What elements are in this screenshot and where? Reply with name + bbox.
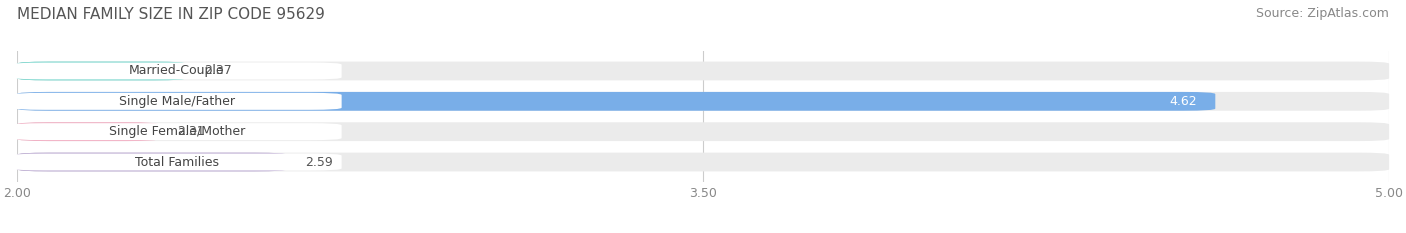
FancyBboxPatch shape [17,153,287,171]
FancyBboxPatch shape [17,122,1389,141]
Text: MEDIAN FAMILY SIZE IN ZIP CODE 95629: MEDIAN FAMILY SIZE IN ZIP CODE 95629 [17,7,325,22]
Text: 2.37: 2.37 [204,65,232,78]
FancyBboxPatch shape [17,62,186,80]
FancyBboxPatch shape [13,154,342,171]
FancyBboxPatch shape [13,62,342,79]
FancyBboxPatch shape [17,153,1389,171]
FancyBboxPatch shape [13,123,342,140]
FancyBboxPatch shape [17,122,159,141]
Text: 2.31: 2.31 [177,125,205,138]
Text: 2.59: 2.59 [305,155,333,168]
Text: Single Female/Mother: Single Female/Mother [108,125,245,138]
FancyBboxPatch shape [17,92,1389,111]
Text: Total Families: Total Families [135,155,219,168]
Text: Single Male/Father: Single Male/Father [120,95,235,108]
Text: 4.62: 4.62 [1170,95,1197,108]
Text: Source: ZipAtlas.com: Source: ZipAtlas.com [1256,7,1389,20]
FancyBboxPatch shape [17,62,1389,80]
FancyBboxPatch shape [13,93,342,110]
FancyBboxPatch shape [17,92,1215,111]
Text: Married-Couple: Married-Couple [129,65,225,78]
